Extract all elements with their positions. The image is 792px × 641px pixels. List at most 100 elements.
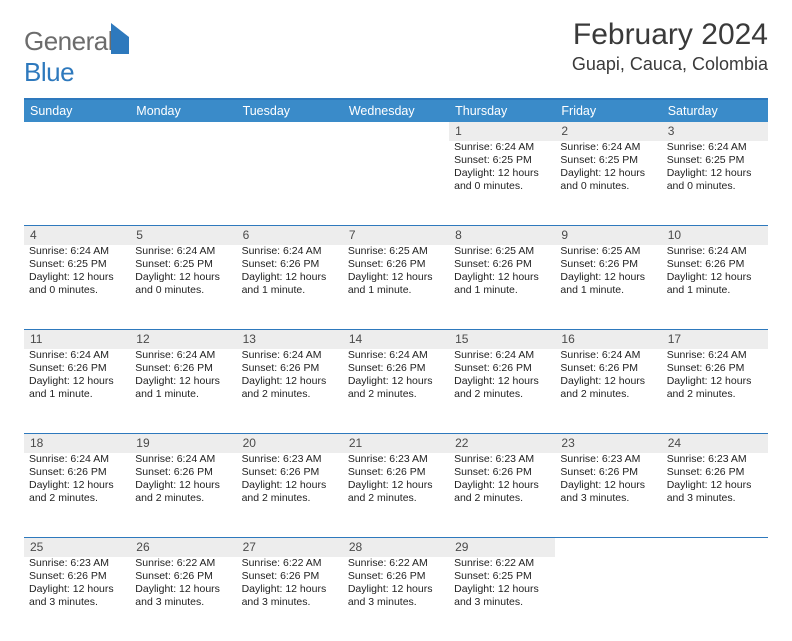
sunrise-line: Sunrise: 6:24 AM [667, 245, 763, 258]
daylight-line: Daylight: 12 hours and 3 minutes. [667, 479, 763, 505]
week-row: Sunrise: 6:24 AMSunset: 6:26 PMDaylight:… [24, 349, 768, 433]
day-cell: Sunrise: 6:23 AMSunset: 6:26 PMDaylight:… [237, 453, 343, 537]
daylight-line: Daylight: 12 hours and 0 minutes. [560, 167, 656, 193]
day-number: 2 [555, 122, 661, 141]
day-cell [24, 141, 130, 225]
day-number: 22 [449, 433, 555, 453]
calendar-table: Sunday Monday Tuesday Wednesday Thursday… [24, 100, 768, 641]
sunrise-line: Sunrise: 6:22 AM [454, 557, 550, 570]
calendar-body: 123Sunrise: 6:24 AMSunset: 6:25 PMDaylig… [24, 122, 768, 641]
day-cell: Sunrise: 6:24 AMSunset: 6:26 PMDaylight:… [237, 245, 343, 329]
daynum-row: 18192021222324 [24, 433, 768, 453]
day-cell: Sunrise: 6:24 AMSunset: 6:26 PMDaylight:… [237, 349, 343, 433]
logo-word1: General [24, 26, 113, 56]
location-subtitle: Guapi, Cauca, Colombia [572, 54, 768, 75]
daynum-cell: 13 [237, 329, 343, 349]
day-number: 28 [343, 537, 449, 557]
sunrise-line: Sunrise: 6:24 AM [29, 349, 125, 362]
day-cell: Sunrise: 6:24 AMSunset: 6:26 PMDaylight:… [24, 349, 130, 433]
sunset-line: Sunset: 6:25 PM [454, 570, 550, 583]
day-number: 12 [130, 329, 236, 349]
daynum-cell: 22 [449, 433, 555, 453]
daynum-cell [662, 537, 768, 557]
sunset-line: Sunset: 6:25 PM [29, 258, 125, 271]
sunrise-line: Sunrise: 6:24 AM [560, 349, 656, 362]
daynum-cell: 20 [237, 433, 343, 453]
sunrise-line: Sunrise: 6:24 AM [348, 349, 444, 362]
day-cell: Sunrise: 6:23 AMSunset: 6:26 PMDaylight:… [449, 453, 555, 537]
sunrise-line: Sunrise: 6:23 AM [454, 453, 550, 466]
sunrise-line: Sunrise: 6:23 AM [29, 557, 125, 570]
daylight-line: Daylight: 12 hours and 2 minutes. [135, 479, 231, 505]
sunset-line: Sunset: 6:26 PM [560, 362, 656, 375]
day-cell: Sunrise: 6:24 AMSunset: 6:26 PMDaylight:… [343, 349, 449, 433]
daylight-line: Daylight: 12 hours and 1 minute. [667, 271, 763, 297]
sunset-line: Sunset: 6:26 PM [560, 258, 656, 271]
weekday-header: Saturday [662, 100, 768, 122]
daynum-row: 11121314151617 [24, 329, 768, 349]
sunset-line: Sunset: 6:26 PM [242, 362, 338, 375]
day-cell: Sunrise: 6:24 AMSunset: 6:26 PMDaylight:… [24, 453, 130, 537]
daynum-cell [555, 537, 661, 557]
day-cell: Sunrise: 6:25 AMSunset: 6:26 PMDaylight:… [555, 245, 661, 329]
day-cell: Sunrise: 6:22 AMSunset: 6:26 PMDaylight:… [237, 557, 343, 641]
daynum-cell: 27 [237, 537, 343, 557]
daynum-cell: 15 [449, 329, 555, 349]
daylight-line: Daylight: 12 hours and 1 minute. [348, 271, 444, 297]
day-number: 24 [662, 433, 768, 453]
day-cell: Sunrise: 6:23 AMSunset: 6:26 PMDaylight:… [343, 453, 449, 537]
sunset-line: Sunset: 6:26 PM [135, 362, 231, 375]
day-number: 16 [555, 329, 661, 349]
sunrise-line: Sunrise: 6:24 AM [135, 245, 231, 258]
logo-text: General Blue [24, 26, 129, 88]
daylight-line: Daylight: 12 hours and 0 minutes. [29, 271, 125, 297]
sunrise-line: Sunrise: 6:24 AM [560, 141, 656, 154]
daylight-line: Daylight: 12 hours and 3 minutes. [348, 583, 444, 609]
day-number: 13 [237, 329, 343, 349]
sunrise-line: Sunrise: 6:25 AM [348, 245, 444, 258]
sunrise-line: Sunrise: 6:24 AM [667, 349, 763, 362]
sunrise-line: Sunrise: 6:24 AM [242, 245, 338, 258]
logo-word2: Blue [24, 57, 74, 87]
day-cell: Sunrise: 6:22 AMSunset: 6:26 PMDaylight:… [343, 557, 449, 641]
daynum-cell: 2 [555, 122, 661, 141]
day-number: 27 [237, 537, 343, 557]
daylight-line: Daylight: 12 hours and 2 minutes. [560, 375, 656, 401]
daylight-line: Daylight: 12 hours and 2 minutes. [454, 479, 550, 505]
day-number: 9 [555, 225, 661, 245]
daylight-line: Daylight: 12 hours and 1 minute. [135, 375, 231, 401]
weekday-header: Sunday [24, 100, 130, 122]
daylight-line: Daylight: 12 hours and 1 minute. [454, 271, 550, 297]
day-number: 15 [449, 329, 555, 349]
day-number-empty [130, 122, 236, 141]
day-number: 5 [130, 225, 236, 245]
day-cell: Sunrise: 6:23 AMSunset: 6:26 PMDaylight:… [24, 557, 130, 641]
daynum-cell: 26 [130, 537, 236, 557]
daylight-line: Daylight: 12 hours and 2 minutes. [242, 375, 338, 401]
sunrise-line: Sunrise: 6:22 AM [242, 557, 338, 570]
day-number: 1 [449, 122, 555, 141]
sunrise-line: Sunrise: 6:23 AM [560, 453, 656, 466]
day-number: 21 [343, 433, 449, 453]
sunrise-line: Sunrise: 6:25 AM [454, 245, 550, 258]
daylight-line: Daylight: 12 hours and 0 minutes. [135, 271, 231, 297]
sunrise-line: Sunrise: 6:24 AM [29, 453, 125, 466]
day-number: 29 [449, 537, 555, 557]
daynum-cell: 7 [343, 225, 449, 245]
day-cell: Sunrise: 6:23 AMSunset: 6:26 PMDaylight:… [662, 453, 768, 537]
daynum-row: 123 [24, 122, 768, 141]
sunset-line: Sunset: 6:26 PM [454, 258, 550, 271]
weekday-header: Friday [555, 100, 661, 122]
sunrise-line: Sunrise: 6:24 AM [667, 141, 763, 154]
sunset-line: Sunset: 6:25 PM [454, 154, 550, 167]
sunset-line: Sunset: 6:26 PM [454, 466, 550, 479]
day-number: 25 [24, 537, 130, 557]
sunset-line: Sunset: 6:26 PM [29, 362, 125, 375]
sunset-line: Sunset: 6:26 PM [29, 466, 125, 479]
sunrise-line: Sunrise: 6:24 AM [242, 349, 338, 362]
day-number: 7 [343, 225, 449, 245]
day-number-empty [24, 122, 130, 141]
day-number: 10 [662, 225, 768, 245]
day-number: 23 [555, 433, 661, 453]
daynum-cell: 11 [24, 329, 130, 349]
